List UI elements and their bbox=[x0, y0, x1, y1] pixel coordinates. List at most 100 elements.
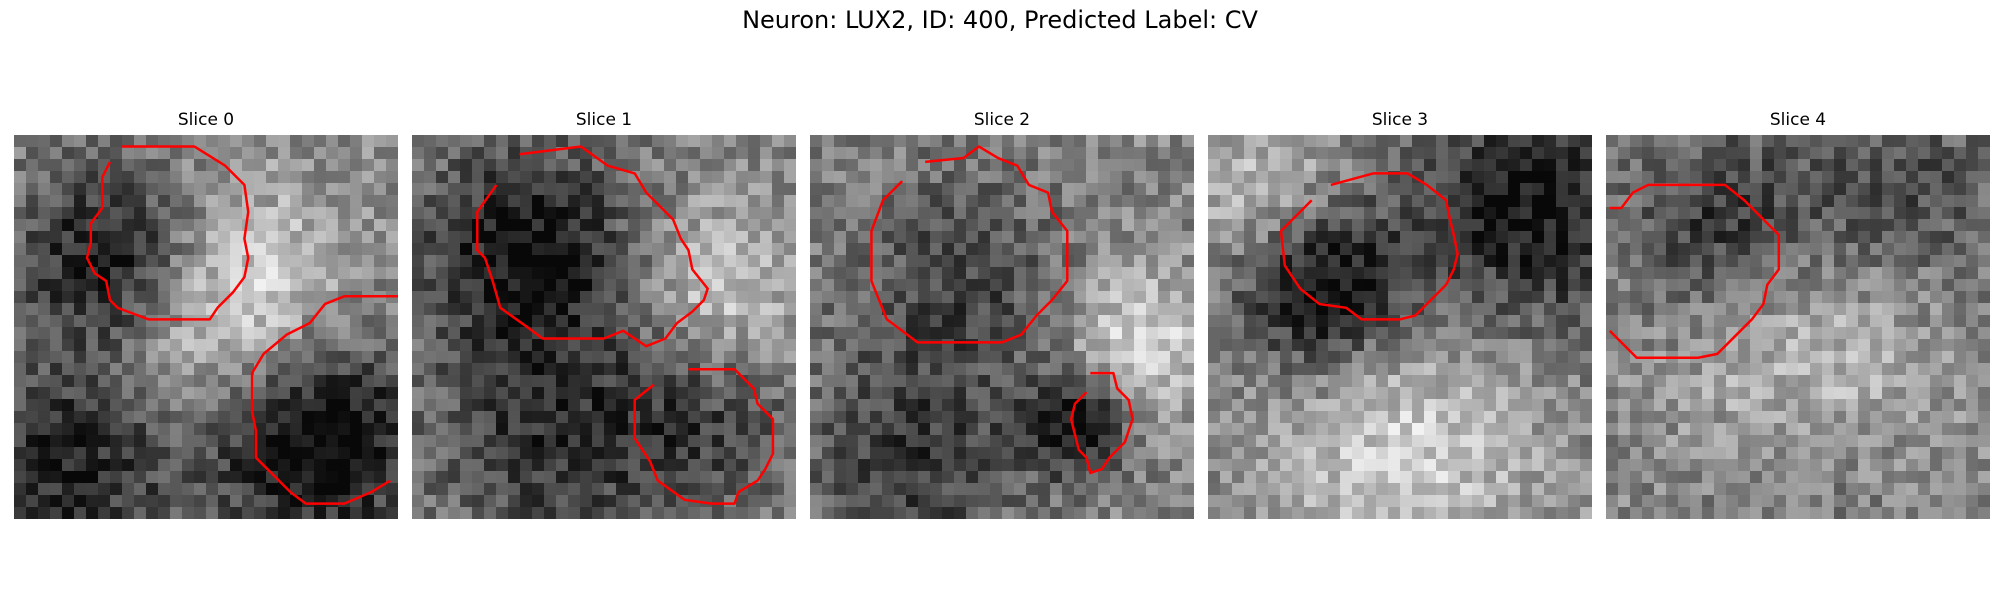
image-pixel bbox=[616, 267, 629, 280]
image-pixel bbox=[362, 267, 375, 280]
image-pixel bbox=[652, 183, 665, 196]
image-pixel bbox=[760, 423, 773, 436]
image-pixel bbox=[302, 387, 315, 400]
image-pixel bbox=[1798, 387, 1811, 400]
image-pixel bbox=[1496, 387, 1509, 400]
image-pixel bbox=[1436, 147, 1449, 160]
image-pixel bbox=[1268, 231, 1281, 244]
image-pixel bbox=[1846, 435, 1859, 448]
image-pixel bbox=[1580, 135, 1592, 148]
image-pixel bbox=[918, 447, 931, 460]
image-pixel bbox=[942, 375, 955, 388]
image-pixel bbox=[894, 147, 907, 160]
image-pixel bbox=[1014, 255, 1027, 268]
image-pixel bbox=[1678, 387, 1691, 400]
image-pixel bbox=[1726, 423, 1739, 436]
image-pixel bbox=[14, 243, 27, 256]
image-pixel bbox=[652, 399, 665, 412]
image-pixel bbox=[194, 135, 207, 148]
image-pixel bbox=[1532, 399, 1545, 412]
image-pixel bbox=[302, 447, 315, 460]
image-pixel bbox=[1846, 327, 1859, 340]
image-pixel bbox=[1726, 363, 1739, 376]
image-pixel bbox=[206, 351, 219, 364]
image-pixel bbox=[1496, 447, 1509, 460]
image-pixel bbox=[1304, 255, 1317, 268]
image-pixel bbox=[580, 507, 593, 519]
image-pixel bbox=[760, 207, 773, 220]
image-pixel bbox=[1580, 387, 1592, 400]
image-pixel bbox=[1376, 423, 1389, 436]
image-pixel bbox=[1086, 387, 1099, 400]
image-pixel bbox=[894, 507, 907, 519]
image-pixel bbox=[50, 375, 63, 388]
image-pixel bbox=[858, 279, 871, 292]
image-pixel bbox=[556, 363, 569, 376]
image-pixel bbox=[604, 291, 617, 304]
image-pixel bbox=[870, 327, 883, 340]
image-pixel bbox=[1654, 339, 1667, 352]
image-pixel bbox=[1606, 459, 1619, 472]
image-pixel bbox=[1316, 507, 1329, 519]
image-pixel bbox=[532, 231, 545, 244]
image-pixel bbox=[556, 303, 569, 316]
image-pixel bbox=[98, 291, 111, 304]
image-pixel bbox=[1942, 351, 1955, 364]
image-pixel bbox=[1654, 459, 1667, 472]
image-pixel bbox=[604, 135, 617, 148]
image-pixel bbox=[1074, 291, 1087, 304]
image-pixel bbox=[1014, 303, 1027, 316]
image-pixel bbox=[338, 411, 351, 424]
image-pixel bbox=[424, 183, 437, 196]
image-pixel bbox=[1786, 231, 1799, 244]
image-pixel bbox=[1376, 291, 1389, 304]
image-pixel bbox=[460, 279, 473, 292]
image-pixel bbox=[760, 315, 773, 328]
image-pixel bbox=[1436, 279, 1449, 292]
image-pixel bbox=[846, 411, 859, 424]
image-pixel bbox=[1798, 363, 1811, 376]
image-pixel bbox=[1496, 183, 1509, 196]
image-pixel bbox=[14, 363, 27, 376]
image-pixel bbox=[170, 219, 183, 232]
image-pixel bbox=[1220, 219, 1233, 232]
image-pixel bbox=[1954, 315, 1967, 328]
image-pixel bbox=[592, 507, 605, 519]
image-pixel bbox=[966, 267, 979, 280]
image-pixel bbox=[712, 447, 725, 460]
image-pixel bbox=[194, 327, 207, 340]
image-pixel bbox=[1304, 243, 1317, 256]
image-pixel bbox=[460, 183, 473, 196]
image-pixel bbox=[1256, 231, 1269, 244]
image-pixel bbox=[1074, 411, 1087, 424]
image-pixel bbox=[134, 459, 147, 472]
image-pixel bbox=[1232, 171, 1245, 184]
image-pixel bbox=[110, 363, 123, 376]
image-pixel bbox=[1388, 279, 1401, 292]
image-pixel bbox=[1762, 435, 1775, 448]
image-pixel bbox=[1014, 183, 1027, 196]
image-pixel bbox=[314, 147, 327, 160]
image-pixel bbox=[74, 207, 87, 220]
image-pixel bbox=[906, 291, 919, 304]
image-pixel bbox=[146, 195, 159, 208]
image-pixel bbox=[664, 375, 677, 388]
image-pixel bbox=[1568, 363, 1581, 376]
image-pixel bbox=[1256, 183, 1269, 196]
image-pixel bbox=[822, 147, 835, 160]
image-pixel bbox=[712, 459, 725, 472]
image-pixel bbox=[1580, 471, 1592, 484]
image-pixel bbox=[1002, 399, 1015, 412]
image-pixel bbox=[158, 327, 171, 340]
image-pixel bbox=[362, 195, 375, 208]
image-pixel bbox=[1906, 195, 1919, 208]
image-pixel bbox=[1292, 435, 1305, 448]
image-pixel bbox=[1158, 291, 1171, 304]
image-pixel bbox=[1110, 171, 1123, 184]
image-pixel bbox=[110, 255, 123, 268]
image-pixel bbox=[326, 471, 339, 484]
image-pixel bbox=[1122, 447, 1135, 460]
image-pixel bbox=[62, 147, 75, 160]
image-pixel bbox=[882, 435, 895, 448]
image-pixel bbox=[508, 147, 521, 160]
